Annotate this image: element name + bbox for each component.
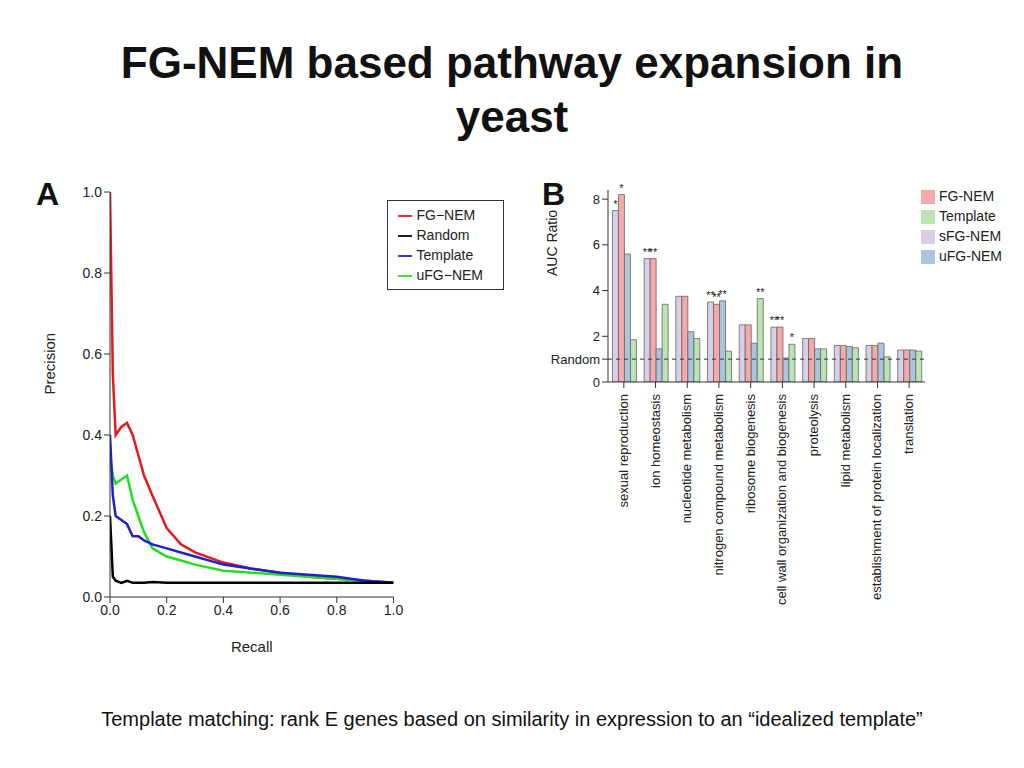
html-text:Template: Template [416, 247, 474, 263]
html-text:uFG−NEM: uFG−NEM [416, 267, 483, 283]
html-text:FG-NEM: FG-NEM [939, 188, 995, 204]
svg-text:cell wall organization and bio: cell wall organization and biogenesis [774, 394, 789, 606]
svg-text:**: ** [756, 286, 765, 298]
svg-text:translation: translation [901, 394, 916, 454]
svg-text:Precision: Precision [41, 333, 58, 395]
html-text:FG−NEM: FG−NEM [416, 207, 476, 223]
svg-text:sexual reproduction: sexual reproduction [616, 394, 631, 507]
svg-text:Random: Random [551, 352, 600, 367]
svg-text:0.6: 0.6 [270, 602, 290, 618]
svg-text:nucleotide metabolism: nucleotide metabolism [679, 394, 694, 523]
svg-text:0.8: 0.8 [327, 602, 347, 618]
svg-text:Recall: Recall [231, 638, 273, 655]
svg-text:ribosome biogenesis: ribosome biogenesis [743, 394, 758, 514]
svg-text:*: * [613, 198, 618, 210]
svg-text:nitrogen compound metabolism: nitrogen compound metabolism [711, 394, 726, 575]
svg-text:ion homeostasis: ion homeostasis [648, 394, 663, 488]
svg-text:1.0: 1.0 [83, 184, 103, 200]
html-text:uFG-NEM: uFG-NEM [939, 248, 1002, 264]
svg-text:1.0: 1.0 [384, 602, 404, 618]
svg-text:0.4: 0.4 [214, 602, 234, 618]
svg-text:0.4: 0.4 [83, 427, 103, 443]
html-text:Random: Random [416, 227, 470, 243]
svg-text:*: * [790, 331, 795, 343]
svg-text:0.6: 0.6 [83, 346, 103, 362]
svg-text:proteolysis: proteolysis [806, 394, 821, 457]
svg-text:8: 8 [593, 192, 600, 207]
html-text:Template: Template [939, 208, 996, 224]
svg-text:**: ** [718, 288, 727, 300]
html-text:FG-NEM based pathway expansion: FG-NEM based pathway expansion in yeast [120, 38, 904, 141]
svg-text:0.0: 0.0 [83, 589, 103, 605]
svg-text:lipid metabolism: lipid metabolism [838, 394, 853, 487]
svg-text:6: 6 [593, 237, 600, 252]
svg-text:*: * [619, 182, 624, 194]
svg-text:**: ** [776, 314, 785, 326]
svg-text:0.8: 0.8 [83, 265, 103, 281]
svg-text:**: ** [649, 246, 658, 258]
svg-text:0.2: 0.2 [83, 508, 103, 524]
html-text:sFG-NEM: sFG-NEM [939, 228, 1002, 244]
svg-text:2: 2 [593, 329, 600, 344]
svg-text:0: 0 [593, 375, 600, 390]
html-text:A: A [36, 176, 60, 212]
svg-text:establishment of protein local: establishment of protein localization [869, 394, 884, 600]
svg-text:4: 4 [593, 283, 600, 298]
html-text:B: B [542, 176, 566, 212]
svg-text:0.0: 0.0 [100, 602, 120, 618]
svg-text:AUC Ratio: AUC Ratio [544, 210, 560, 276]
svg-text:0.2: 0.2 [157, 602, 177, 618]
html-text:Template matching: rank E gene: Template matching: rank E genes based on… [101, 708, 923, 730]
